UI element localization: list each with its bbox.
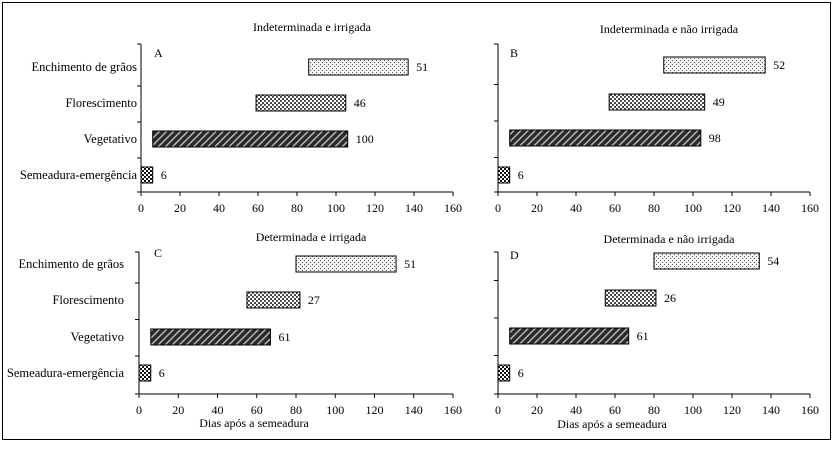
y-category-label: Semeadura-emergência	[7, 366, 125, 380]
bar-value-label: 61	[637, 329, 649, 343]
bar-1	[246, 291, 301, 309]
bar-value-label: 61	[278, 330, 290, 344]
panel-title: Determinada e irrigada	[256, 230, 367, 244]
x-tick-label: 60	[609, 403, 621, 417]
x-tick-label: 160	[801, 403, 819, 417]
x-tick-label: 140	[762, 403, 780, 417]
bar-value-label: 26	[664, 291, 676, 305]
bar-value-label: 52	[773, 58, 785, 72]
y-category-label: Vegetativo	[71, 330, 124, 344]
chart-panel-d: Determinada e não irrigada D 0 20 40 60 80 100 1…	[494, 232, 819, 431]
bar-0	[295, 255, 397, 273]
bar-2	[509, 327, 630, 345]
x-tick-label: 40	[212, 403, 224, 417]
x-tick-label: 140	[762, 201, 780, 215]
x-tick-label: 40	[213, 201, 225, 215]
chart-panel-a: Indeterminada e irrigada A 0 20 40 60 80 100 120…	[20, 20, 462, 215]
x-tick-label: 0	[495, 403, 501, 417]
x-tick-label: 40	[570, 403, 582, 417]
bar-value-label: 100	[356, 132, 374, 146]
panel-letter: D	[510, 248, 519, 262]
bar-value-label: 49	[713, 95, 725, 109]
x-tick-label: 140	[405, 403, 423, 417]
bar-1	[604, 289, 657, 307]
x-tick-label: 80	[648, 403, 660, 417]
x-tick-label: 0	[136, 403, 142, 417]
bar-value-label: 51	[416, 60, 428, 74]
y-category-label: Enchimento de grãos	[18, 257, 124, 271]
bar-value-label: 6	[518, 366, 524, 380]
bar-value-label: 54	[767, 254, 779, 268]
x-tick-label: 40	[570, 201, 582, 215]
panel-letter: A	[154, 46, 163, 60]
x-tick-label: 160	[801, 201, 819, 215]
x-tick-label: 0	[495, 201, 501, 215]
x-tick-label: 20	[531, 403, 543, 417]
x-tick-label: 160	[444, 403, 462, 417]
x-tick-label: 100	[684, 201, 702, 215]
y-category-label: Florescimento	[65, 96, 137, 110]
y-category-label: Florescimento	[52, 293, 124, 307]
x-tick-label: 60	[609, 201, 621, 215]
x-tick-label: 0	[138, 201, 144, 215]
x-tick-label: 20	[531, 201, 543, 215]
chart-panel-b: Indeterminada e não irrigada B 0 20 40 60 80 10…	[494, 22, 819, 215]
bar-value-label: 98	[709, 131, 721, 145]
bar-value-label: 6	[161, 168, 167, 182]
bar-0	[663, 56, 766, 74]
x-tick-label: 60	[252, 201, 264, 215]
x-tick-label: 20	[172, 403, 184, 417]
panel-letter: C	[154, 246, 162, 260]
bar-2	[152, 130, 349, 148]
bar-value-label: 46	[354, 96, 366, 110]
x-tick-label: 120	[723, 403, 741, 417]
x-axis-label: Dias após a semeadura	[557, 417, 667, 431]
x-tick-label: 120	[366, 201, 384, 215]
bar-value-label: 51	[404, 257, 416, 271]
panel-title: Indeterminada e irrigada	[253, 20, 372, 34]
x-axis-label: Dias após a semeadura	[199, 416, 309, 430]
bar-1	[608, 93, 706, 111]
bar-value-label: 6	[159, 366, 165, 380]
x-tick-label: 120	[366, 403, 384, 417]
x-tick-label: 80	[648, 201, 660, 215]
x-tick-label: 100	[327, 201, 345, 215]
bar-3	[497, 166, 511, 184]
panel-letter: B	[510, 46, 518, 60]
y-category-label: Enchimento de grãos	[31, 60, 137, 74]
x-tick-label: 140	[405, 201, 423, 215]
x-tick-label: 100	[326, 403, 344, 417]
x-tick-label: 100	[684, 403, 702, 417]
x-tick-label: 160	[444, 201, 462, 215]
bar-0	[308, 58, 409, 76]
bar-2	[509, 129, 702, 147]
bar-3	[497, 364, 511, 382]
x-tick-label: 60	[251, 403, 263, 417]
x-tick-label: 80	[290, 403, 302, 417]
bar-1	[255, 94, 347, 112]
x-tick-label: 20	[174, 201, 186, 215]
panel-title: Indeterminada e não irrigada	[600, 22, 739, 36]
y-category-label: Vegetativo	[84, 132, 137, 146]
bar-value-label: 27	[308, 293, 320, 307]
bar-3	[138, 364, 152, 382]
x-tick-label: 80	[291, 201, 303, 215]
x-tick-label: 120	[723, 201, 741, 215]
bar-value-label: 6	[518, 168, 524, 182]
chart-panel-c: Determinada e irrigada C 0 20 40 60 80 100 120 14…	[7, 230, 462, 430]
bar-3	[140, 166, 154, 184]
bar-2	[150, 328, 271, 346]
y-category-label: Semeadura-emergência	[20, 168, 138, 182]
bar-0	[653, 252, 760, 270]
panel-title: Determinada e não irrigada	[604, 232, 736, 246]
